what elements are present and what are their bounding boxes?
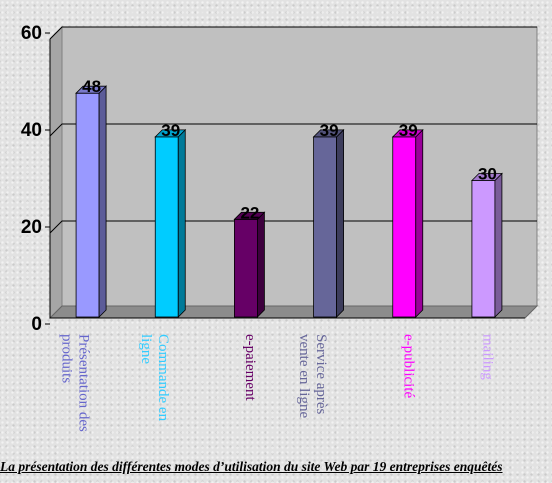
bar-front (154, 136, 179, 318)
bars: 48 39 22 39 39 30 (75, 77, 503, 318)
category-label-line: produits (59, 334, 75, 383)
data-label: 22 (240, 203, 259, 222)
category-label-line: Commande en (155, 334, 171, 422)
data-label: 39 (399, 121, 418, 140)
back-wall (61, 26, 538, 307)
category-label-line: e-publicité (400, 334, 416, 398)
side-wall (49, 25, 63, 320)
bar-side (415, 128, 424, 318)
category-label-line: mailing (479, 334, 495, 380)
bar: 39 (312, 121, 345, 318)
category-label: Service aprèsvente en ligne (296, 334, 329, 418)
bar: 30 (470, 165, 503, 318)
bar-side (98, 85, 107, 318)
category-label-line: Présentation des (76, 334, 92, 432)
bar-chart: 48 39 22 39 39 30 0 20 40 60 Présentation despro… (21, 23, 539, 432)
bar: 22 (233, 203, 266, 318)
bar-side (494, 172, 503, 318)
bar-top (312, 129, 345, 138)
bar: 39 (391, 121, 424, 318)
category-label-line: vente en ligne (296, 334, 312, 418)
bar-side (257, 211, 265, 318)
category-label: Présentation desproduits (59, 334, 92, 432)
bar-front (392, 136, 417, 318)
plot-background (48, 25, 539, 320)
bar-side (336, 128, 344, 318)
data-label: 30 (478, 165, 497, 184)
bar-front (75, 92, 100, 318)
y-tick-label: 0 (31, 314, 42, 335)
data-label: 48 (82, 77, 101, 96)
bar-front (471, 180, 496, 318)
category-label: Commande enligne (138, 334, 171, 422)
category-label-line: e-paiement (242, 334, 258, 401)
bar-front (313, 136, 337, 318)
bar: 48 (75, 77, 108, 318)
bar-top (233, 211, 266, 220)
category-label-line: ligne (138, 334, 154, 364)
bar-top (75, 85, 108, 94)
bar-front (234, 218, 258, 318)
bar-top (391, 129, 424, 138)
category-label: e-paiement (242, 334, 258, 401)
bar-side (177, 128, 186, 318)
y-tick-label: 40 (21, 120, 42, 141)
y-axis-ticks: 0 20 40 60 (21, 23, 525, 335)
bar-top (470, 173, 503, 181)
chart-title: La présentation des différentes modes d’… (0, 459, 503, 474)
y-tick-label: 20 (21, 217, 42, 238)
data-label: 39 (161, 121, 180, 140)
bar: 39 (154, 121, 187, 318)
data-label: 39 (320, 121, 339, 140)
category-label: e-publicité (400, 334, 416, 398)
x-axis-categories: Présentation desproduits Commande enligne… (59, 334, 496, 432)
category-label-line: Service après (313, 334, 329, 415)
category-label: mailing (479, 334, 495, 380)
gridline (49, 220, 537, 234)
gridlines (49, 26, 537, 234)
gridline (49, 26, 537, 40)
floor (48, 305, 539, 319)
gridline (49, 123, 537, 137)
y-tick-label: 60 (21, 23, 42, 44)
bar-top (154, 129, 187, 138)
